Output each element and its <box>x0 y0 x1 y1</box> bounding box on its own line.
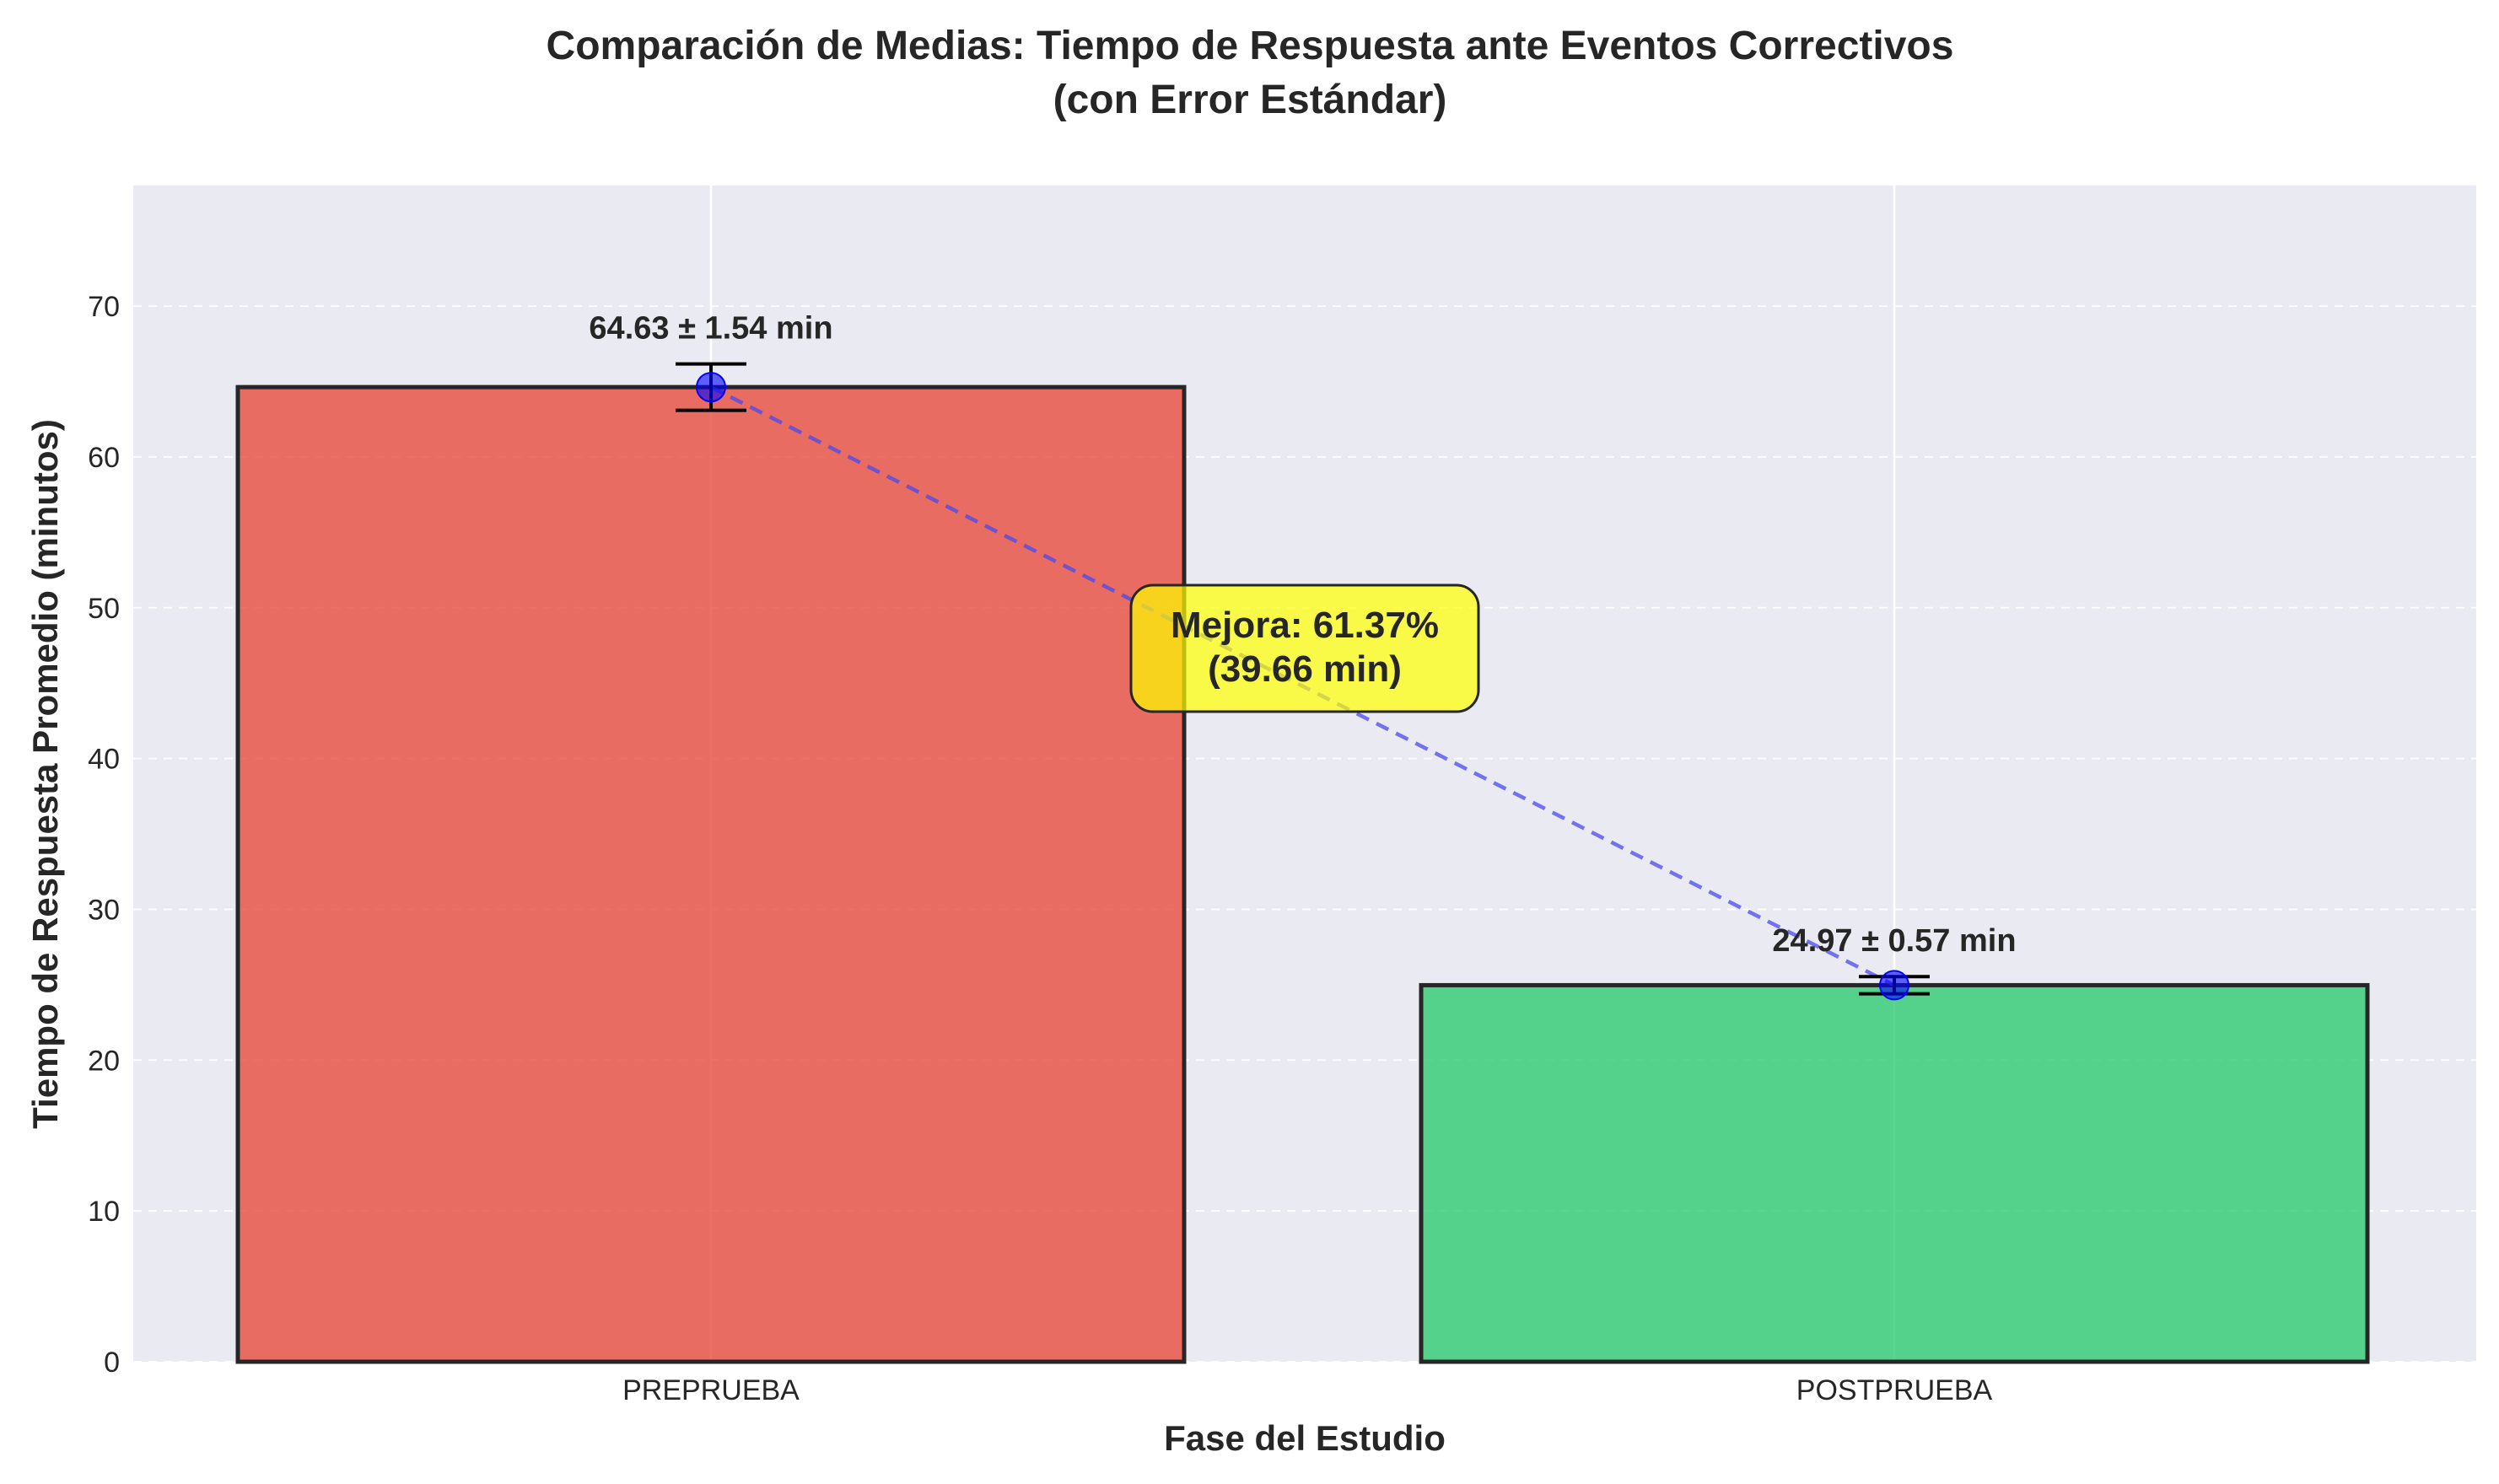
bar-preprueba <box>235 384 1187 1364</box>
data-label-0: 64.63 ± 1.54 min <box>589 311 832 347</box>
y-axis-label: Tiempo de Respuesta Promedio (minutos) <box>25 419 65 1129</box>
bars <box>235 384 2370 1364</box>
y-tick-label-20: 20 <box>88 1045 120 1077</box>
chart-title-line-2: (con Error Estándar) <box>1053 78 1447 122</box>
improvement-annotation: Mejora: 61.37% (39.66 min) <box>1129 583 1480 713</box>
x-tick-label-postprueba: POSTPRUEBA <box>1796 1374 1993 1406</box>
mean-points <box>696 372 1909 1001</box>
annotation-box <box>1129 583 1480 713</box>
y-tick-label-70: 70 <box>88 291 120 323</box>
bar-postprueba <box>1419 982 2370 1364</box>
y-axis-ticks: 0 10 20 30 40 50 60 70 <box>88 291 120 1379</box>
x-tick-label-preprueba: PREPRUEBA <box>622 1374 800 1406</box>
y-tick-label-50: 50 <box>88 593 120 625</box>
y-tick-label-40: 40 <box>88 744 120 776</box>
y-tick-label-10: 10 <box>88 1196 120 1228</box>
y-tick-label-60: 60 <box>88 442 120 474</box>
x-axis-label: Fase del Estudio <box>1164 1418 1446 1458</box>
annotation-line-2: (39.66 min) <box>1208 648 1402 690</box>
y-tick-label-30: 30 <box>88 894 120 926</box>
data-labels: 64.63 ± 1.54 min 24.97 ± 0.57 min <box>589 311 2016 960</box>
chart-title-line-1: Comparación de Medias: Tiempo de Respues… <box>547 24 1954 68</box>
mean-point-1 <box>1879 970 1909 1001</box>
annotation-line-1: Mejora: 61.37% <box>1171 605 1439 646</box>
y-tick-label-0: 0 <box>104 1347 120 1379</box>
x-axis-ticks: PREPRUEBA POSTPRUEBA <box>622 1374 1992 1406</box>
mean-point-0 <box>696 372 726 403</box>
data-label-1: 24.97 ± 0.57 min <box>1772 923 2016 959</box>
